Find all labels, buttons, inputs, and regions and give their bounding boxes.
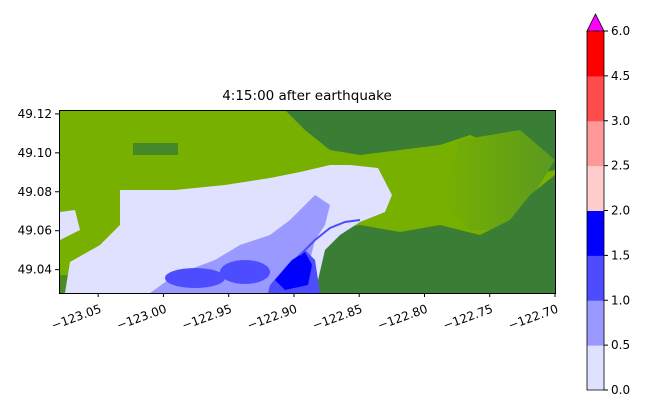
river-channel: [299, 219, 361, 256]
colorbar-tick-label: 0.0: [611, 383, 630, 397]
colorbar-extend-arrow: [586, 13, 605, 32]
colorbar-tick-label: 2.5: [611, 159, 630, 173]
y-tick-label: 49.08: [18, 185, 52, 199]
chart-title: 4:15:00 after earthquake: [222, 88, 392, 104]
colorbar-tick-label: 2.0: [611, 204, 630, 218]
x-tick-label: −122.75: [441, 302, 495, 333]
colorbar-segment: [587, 345, 604, 391]
colorbar-tick-label: 4.5: [611, 69, 630, 83]
map-image: [59, 110, 555, 293]
colorbar-tick-label: 1.5: [611, 248, 630, 262]
land-high-south: [315, 175, 555, 293]
x-tick-label: −122.80: [376, 302, 430, 333]
y-tick-label: 49.12: [18, 107, 52, 121]
colorbar-segment: [587, 120, 604, 167]
colorbar-tick-label: 1.0: [611, 293, 630, 307]
land-high-north: [285, 110, 555, 175]
y-tick-label: 49.10: [18, 146, 52, 160]
colorbar: 0.0 0.5 1.0 1.5 2.0 2.5 3.0 4.5 6.0: [586, 13, 630, 397]
colorbar-segment: [587, 75, 604, 122]
water-1.0-1.5: [220, 260, 270, 284]
plot-frame: [59, 110, 556, 294]
colorbar-tick-label: 0.5: [611, 338, 630, 352]
colorbar-segment: [587, 31, 604, 77]
x-tick-label: −122.85: [311, 302, 365, 333]
y-tick-label: 49.04: [18, 263, 52, 277]
x-tick-label: −122.70: [506, 302, 560, 333]
x-tick-label: −123.00: [115, 302, 169, 333]
x-tick-label: −122.90: [245, 302, 299, 333]
colorbar-tick-label: 3.0: [611, 114, 630, 128]
colorbar-segment: [587, 300, 604, 346]
y-axis: 49.04 49.06 49.08 49.10 49.12: [18, 107, 59, 277]
water-1.5-2.0: [275, 252, 312, 290]
y-tick-label: 49.06: [18, 224, 52, 238]
land-high-patch: [133, 143, 178, 155]
x-tick-label: −123.05: [49, 302, 103, 333]
water-1.0-1.5: [165, 268, 225, 288]
colorbar-segment: [587, 210, 604, 256]
x-tick-label: −122.95: [180, 302, 234, 333]
water-0-0.5-patches: [60, 210, 80, 240]
colorbar-segment: [587, 165, 604, 211]
x-axis: −123.05 −123.00 −122.95 −122.90 −122.85 −122.…: [49, 293, 560, 333]
colorbar-segment: [587, 255, 604, 301]
colorbar-tick-label: 6.0: [611, 24, 630, 38]
